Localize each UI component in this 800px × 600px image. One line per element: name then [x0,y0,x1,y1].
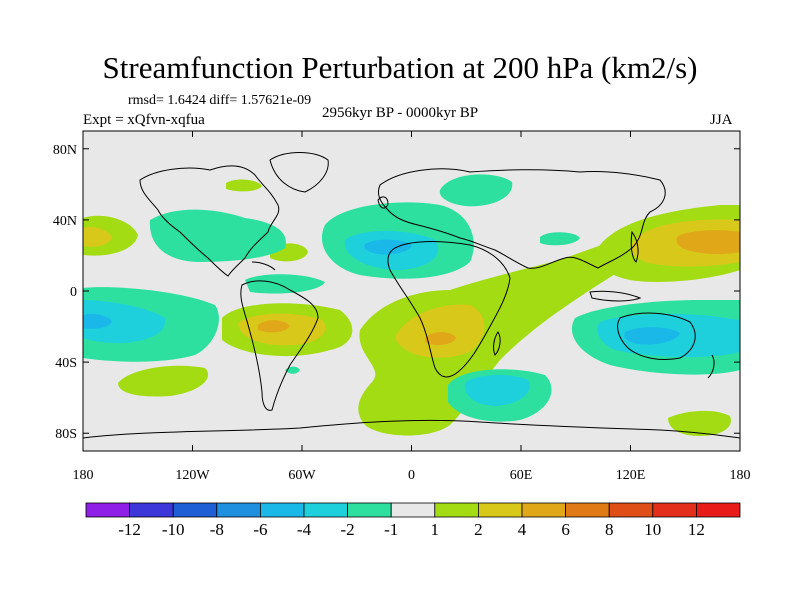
x-tick-label: 60W [288,468,316,483]
colorbar-swatch [85,502,130,518]
coastline-caribbean [251,261,276,271]
colorbar-label: -1 [384,520,398,539]
x-tick-label: 0 [408,468,415,483]
negative-peak-pacific-west [83,313,112,329]
coastline-japan [630,230,639,263]
colorbar-label: -8 [210,520,224,539]
colorbar-label: -6 [253,520,267,539]
colorbar-swatch [565,502,610,518]
x-axis: 180 120W 60W 0 60E 120E 180 [73,131,751,483]
coastline-north-america [139,165,280,277]
colorbar-label: -2 [341,520,355,539]
colorbar-swatch [434,502,479,518]
negative-arctic-eurasia [439,174,513,207]
coastline-madagascar [493,331,501,356]
colorbar-swatch [172,502,218,518]
y-tick-label: 80N [53,143,77,158]
y-tick-label: 80S [55,427,77,442]
x-tick-label: 120E [616,468,646,483]
coastline-eurasia [377,168,666,269]
colorbar-swatch [303,502,348,518]
positive-band-south-pacific-west [118,365,209,397]
coastline-south-america [240,280,319,411]
colorbar-label: 10 [644,520,661,539]
negative-north-atlantic-small [245,274,325,294]
colorbar-swatch [652,502,697,518]
colorbar-label: -4 [297,520,312,539]
y-tick-label: 0 [70,285,77,300]
coastline-greenland [269,152,329,193]
colorbar-label: -10 [162,520,185,539]
contour-field [83,131,740,451]
experiment-label: Expt = xQfvn-xqfua [83,112,205,128]
coastline-indonesia [589,290,642,302]
x-tick-label: 180 [73,468,94,483]
colorbar-label: 6 [561,520,570,539]
coastline-new-zealand [707,354,715,379]
colorbar-label: 1 [431,520,440,539]
colorbar-swatch [696,502,741,518]
positive-band-eurasia-small [226,179,262,192]
colorbar-swatch [216,502,261,518]
x-tick-label: 120W [175,468,210,483]
positive-core-pacific-east [83,227,112,247]
period-label: 2956kyr BP - 0000kyr BP [322,105,479,121]
colorbar-swatch [477,502,523,518]
colorbar-label: 12 [688,520,705,539]
negative-core-pacific-west [83,300,166,343]
negative-peak-north-atlantic [364,239,412,255]
plot-title: Streamfunction Perturbation at 200 hPa (… [102,50,698,85]
colorbar-swatch [608,502,654,518]
y-tick-label: 40N [53,214,77,229]
colorbar-label: 8 [605,520,614,539]
negative-peak-australia [624,327,680,345]
colorbar-label: 4 [518,520,527,539]
colorbar-swatch [390,502,436,518]
coastlines [83,152,740,439]
rmsd-label: rmsd= 1.6424 diff= 1.57621e-09 [128,93,312,108]
coastline-antarctica [83,419,740,439]
negative-central-asia [540,232,580,246]
positive-peak-south-america [258,320,290,333]
x-tick-label: 60E [510,468,533,483]
positive-peak-pacific-north [676,230,740,255]
positive-peak-africa [425,332,456,346]
colorbar-label: 2 [474,520,483,539]
y-axis: 80N 40N 0 40S 80S [53,143,740,442]
colorbar-swatch [129,502,174,518]
colorbar-swatch [347,502,392,518]
colorbar: -12 -10 -8 -6 -4 -2 -1 1 2 4 6 8 10 12 [85,502,741,539]
colorbar-swatch [259,502,305,518]
negative-core-southern-indian [464,374,530,406]
x-tick-label: 180 [730,468,751,483]
season-label: JJA [710,112,733,128]
colorbar-label: -12 [118,520,141,539]
coastline-uk [377,196,389,209]
positive-band-southern-ocean [668,410,731,436]
colorbar-swatch [521,502,566,518]
positive-band-africa [358,230,652,436]
positive-core-africa [395,304,485,358]
coastline-africa [387,241,511,378]
y-tick-label: 40S [55,356,77,371]
coastline-australia [617,312,696,361]
